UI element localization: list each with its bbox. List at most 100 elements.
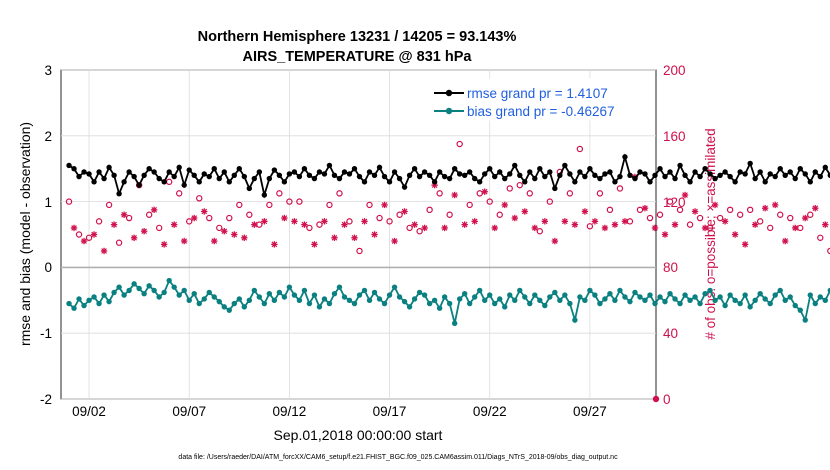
rmse-point xyxy=(482,171,488,177)
possible-obs-marker xyxy=(646,214,654,222)
assimilated-obs-marker xyxy=(90,231,98,238)
bias-point xyxy=(697,300,703,307)
rmse-point xyxy=(301,166,308,172)
bias-point xyxy=(291,292,298,298)
rmse-point xyxy=(502,175,508,182)
rmse-point xyxy=(802,171,808,177)
possible-obs-marker xyxy=(426,206,433,214)
possible-obs-marker xyxy=(466,201,473,209)
bias-point xyxy=(151,287,157,294)
bias-point xyxy=(787,294,793,300)
assimilated-marker-stroke xyxy=(121,211,127,218)
data-file-footnote: data file: /Users/raeder/DAI/ATM_forcXX/… xyxy=(178,454,618,461)
y-tick-label: -1 xyxy=(40,326,52,341)
assimilated-marker-stroke xyxy=(161,241,167,248)
rmse-point xyxy=(256,169,263,175)
rmse-point xyxy=(817,173,823,180)
rmse-point xyxy=(266,175,273,182)
bias-point xyxy=(381,300,388,307)
rmse-point xyxy=(291,169,298,175)
rmse-point xyxy=(497,169,503,175)
rmse-point xyxy=(737,169,743,175)
possible-obs-marker xyxy=(566,190,574,197)
bias-point xyxy=(547,294,553,300)
bias-point xyxy=(727,292,733,298)
assimilated-marker-stroke xyxy=(802,215,809,221)
assimilated-obs-marker xyxy=(421,224,428,232)
assimilated-marker-stroke xyxy=(111,221,117,228)
bias-point xyxy=(672,296,678,302)
assimilated-marker-stroke xyxy=(241,234,248,241)
bias-point xyxy=(136,285,142,292)
assimilated-marker-stroke xyxy=(181,238,188,244)
possible-obs-marker xyxy=(346,218,353,225)
assimilated-marker-stroke xyxy=(371,231,378,238)
possible-obs-marker xyxy=(145,211,153,218)
bias-point xyxy=(241,304,248,310)
assimilated-obs-marker xyxy=(501,201,508,209)
bias-point xyxy=(296,297,303,303)
rmse-point xyxy=(532,175,538,182)
x-tick-label: 09/17 xyxy=(373,404,407,419)
assimilated-obs-marker xyxy=(551,237,559,245)
possible-obs-marker xyxy=(456,140,463,148)
rmse-point xyxy=(141,172,147,178)
rmse-point xyxy=(672,175,678,182)
rmse-point xyxy=(406,172,413,178)
rmse-point xyxy=(632,175,638,182)
bias-point xyxy=(331,291,338,297)
possible-obs-marker xyxy=(286,198,293,205)
assimilated-obs-marker xyxy=(451,191,458,199)
assimilated-marker-stroke xyxy=(531,225,538,231)
bias-point xyxy=(802,317,808,323)
bias-point xyxy=(597,300,603,307)
rmse-point xyxy=(517,172,523,178)
assimilated-marker-stroke xyxy=(491,225,498,231)
assimilated-obs-marker xyxy=(281,214,288,222)
assimilated-marker-stroke xyxy=(481,188,488,195)
bias-point xyxy=(517,287,523,294)
rmse-point xyxy=(231,172,237,178)
rmse-point xyxy=(657,166,663,172)
rmse-point xyxy=(436,169,443,175)
rmse-point xyxy=(401,184,408,190)
possible-obs-marker xyxy=(226,214,233,222)
rmse-point xyxy=(466,169,473,175)
x-tick-label: 09/12 xyxy=(272,404,306,419)
bias-point xyxy=(311,292,318,298)
rmse-point xyxy=(471,175,478,182)
bias-point xyxy=(512,297,518,303)
bias-point xyxy=(221,304,227,310)
rmse-point xyxy=(477,179,483,185)
assimilated-obs-marker xyxy=(391,237,398,245)
bias-point xyxy=(231,300,237,307)
possible-obs-marker xyxy=(396,211,403,218)
rmse-point xyxy=(101,175,107,182)
rmse-point xyxy=(396,175,403,182)
bias-point xyxy=(742,292,748,298)
assimilated-obs-marker xyxy=(321,218,328,225)
possible-obs-marker xyxy=(766,224,774,232)
bias-point xyxy=(466,300,473,307)
zero-count-marker xyxy=(652,395,660,403)
assimilated-marker-stroke xyxy=(562,218,568,225)
assimilated-marker-stroke xyxy=(441,225,448,231)
possible-obs-marker xyxy=(386,218,393,225)
rmse-point xyxy=(557,172,563,178)
bias-point xyxy=(772,292,778,298)
bias-point xyxy=(271,297,278,303)
possible-obs-marker xyxy=(686,221,694,228)
assimilated-obs-marker xyxy=(641,204,649,212)
bias-point xyxy=(431,297,438,303)
bias-point xyxy=(582,297,588,303)
possible-obs-marker xyxy=(155,224,163,232)
assimilated-marker-stroke xyxy=(341,221,348,228)
y-axis-label: rmse and bias (model - observation) xyxy=(17,122,33,346)
bias-series xyxy=(66,277,830,327)
possible-obs-marker xyxy=(546,198,554,205)
obs-count-markers xyxy=(65,140,830,403)
rmse-point xyxy=(607,169,613,175)
assimilated-marker-stroke xyxy=(732,231,738,238)
assimilated-obs-marker xyxy=(471,218,478,225)
bias-point xyxy=(471,294,478,300)
